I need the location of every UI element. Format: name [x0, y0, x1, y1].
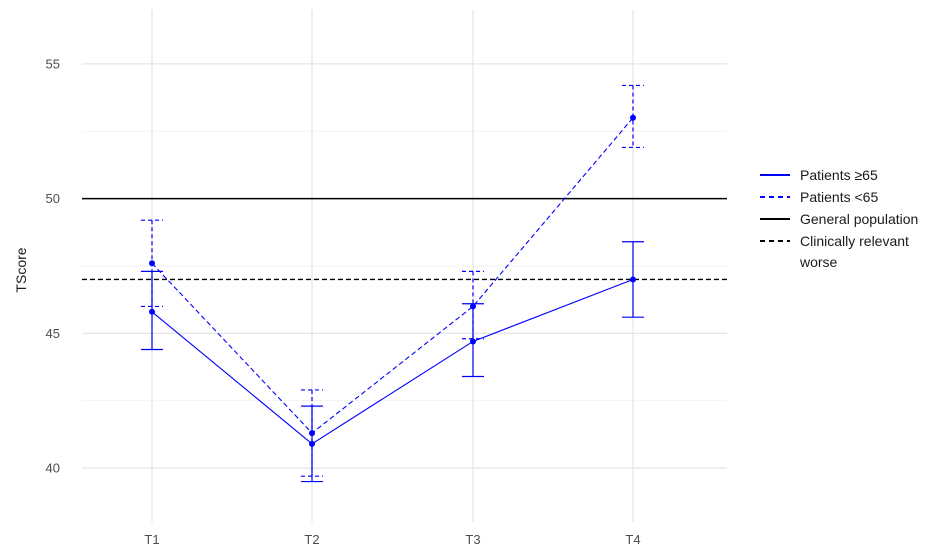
reference-lines — [82, 197, 727, 281]
legend-item: General population — [760, 211, 918, 227]
data-point — [149, 308, 155, 315]
y-tick-label: 40 — [46, 461, 60, 476]
data-point — [470, 303, 476, 310]
x-tick-label: T1 — [144, 532, 159, 547]
grid-layer — [82, 10, 727, 522]
y-axis-title: TScore — [13, 247, 29, 292]
legend-item: Patients ≥65 — [760, 167, 878, 183]
legend-label: Clinically relevant — [800, 233, 909, 249]
series-line — [151, 117, 634, 434]
legend-label: Patients ≥65 — [800, 167, 878, 183]
data-point — [470, 338, 476, 345]
data-point — [149, 260, 155, 267]
series-group — [141, 84, 644, 477]
y-tick-label: 55 — [46, 56, 60, 71]
data-point — [309, 440, 315, 447]
legend-label: General population — [800, 211, 918, 227]
series-layer — [141, 84, 644, 483]
data-point — [630, 114, 636, 121]
legend-label: Patients <65 — [800, 189, 878, 205]
legend-item: Clinically relevant worse — [760, 233, 909, 270]
x-tick-labels: T1 T2 T3 T4 — [144, 532, 640, 547]
data-point — [630, 276, 636, 283]
legend-label: worse — [799, 254, 838, 270]
y-tick-label: 45 — [46, 326, 60, 341]
series-group — [141, 241, 644, 483]
x-tick-label: T3 — [465, 532, 480, 547]
legend-item: Patients <65 — [760, 189, 878, 205]
data-point — [309, 430, 315, 437]
x-tick-label: T4 — [625, 532, 640, 547]
legend: Patients ≥65 Patients <65 General populati… — [760, 167, 918, 270]
series-line — [151, 278, 634, 445]
y-tick-labels: 40 45 50 55 — [46, 56, 60, 475]
x-tick-label: T2 — [304, 532, 319, 547]
y-tick-label: 50 — [46, 191, 60, 206]
